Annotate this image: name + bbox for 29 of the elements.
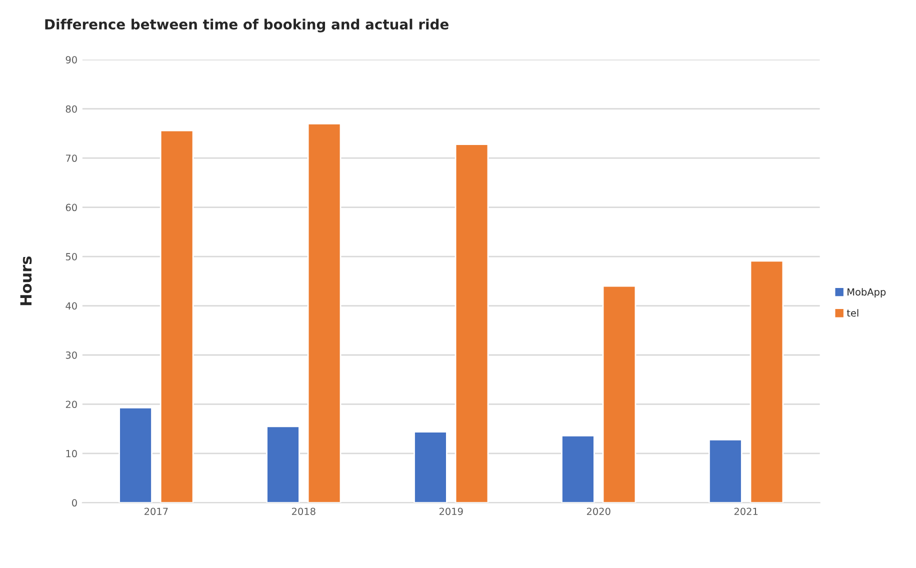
x-tick-label: 2017 bbox=[144, 508, 168, 516]
legend-label: MobApp bbox=[848, 288, 886, 298]
y-tick-label: 30 bbox=[66, 351, 77, 359]
bar bbox=[266, 426, 300, 503]
x-tick-label: 2020 bbox=[586, 508, 610, 516]
y-tick-label: 50 bbox=[66, 253, 77, 260]
bar bbox=[708, 438, 742, 503]
bar bbox=[160, 130, 194, 503]
bar bbox=[414, 431, 448, 503]
x-tick-label: 2019 bbox=[439, 508, 463, 516]
bar bbox=[118, 406, 152, 503]
y-tick-label: 10 bbox=[66, 450, 77, 458]
y-tick-label: 0 bbox=[72, 499, 77, 507]
x-tick-label: 2018 bbox=[292, 508, 316, 516]
y-tick-label: 70 bbox=[66, 154, 77, 162]
bar bbox=[307, 122, 342, 503]
bar bbox=[750, 260, 784, 503]
legend-label: tel bbox=[846, 309, 858, 317]
y-tick-label: 20 bbox=[66, 400, 77, 408]
y-tick-label: 60 bbox=[66, 204, 77, 212]
x-tick-label: 2021 bbox=[734, 508, 758, 516]
y-axis-title: Hours bbox=[20, 256, 32, 306]
bar bbox=[561, 435, 595, 503]
y-tick-label: 90 bbox=[66, 56, 77, 64]
y-tick-label: 40 bbox=[66, 302, 77, 310]
chart-title: Difference between time of booking and actual ride bbox=[45, 18, 448, 32]
bar bbox=[454, 144, 489, 503]
y-tick-label: 80 bbox=[66, 105, 77, 113]
bar bbox=[602, 285, 636, 503]
